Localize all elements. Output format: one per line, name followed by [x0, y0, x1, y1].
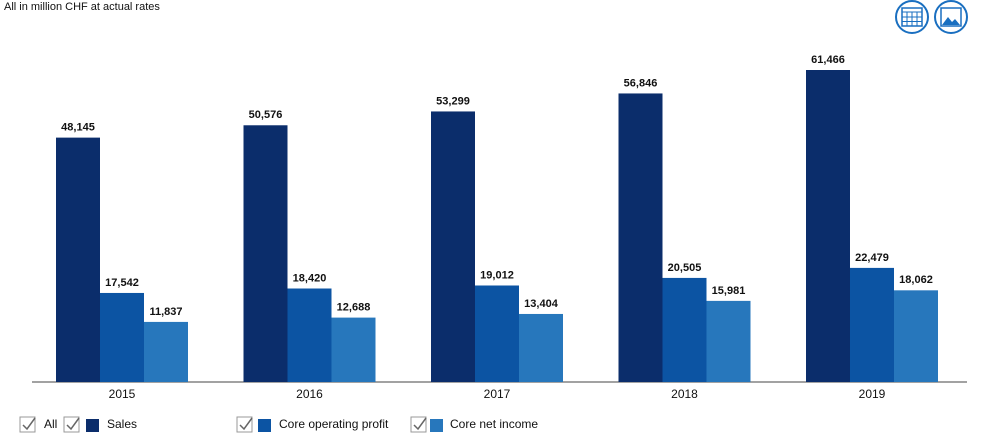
- legend-checkbox[interactable]: [19, 416, 36, 433]
- x-tick-label: 2019: [859, 387, 886, 401]
- bar: [475, 285, 519, 382]
- checkmark: [66, 417, 80, 431]
- image-icon-circle[interactable]: [934, 0, 968, 34]
- bar: [850, 267, 894, 382]
- legend-label[interactable]: Sales: [107, 417, 137, 431]
- data-label: 19,012: [480, 269, 514, 281]
- bar: [331, 317, 376, 382]
- legend-label[interactable]: Core operating profit: [279, 417, 389, 431]
- checkmark: [239, 417, 253, 431]
- data-label: 50,576: [249, 109, 283, 121]
- bar: [706, 300, 751, 382]
- checkmark: [413, 417, 427, 431]
- bar: [618, 93, 663, 382]
- data-label: 22,479: [855, 252, 889, 264]
- x-tick-label: 2018: [671, 387, 698, 401]
- checkmark: [22, 417, 36, 431]
- legend-checkbox[interactable]: [63, 416, 80, 433]
- table-icon-grid: [902, 11, 922, 26]
- bar: [56, 137, 100, 382]
- bar: [431, 111, 475, 382]
- data-label: 61,466: [811, 54, 845, 66]
- data-label: 15,981: [712, 285, 746, 297]
- image-icon[interactable]: [940, 7, 962, 27]
- legend-label[interactable]: Core net income: [450, 417, 538, 431]
- x-tick-label: 2016: [296, 387, 323, 401]
- legend-checkbox[interactable]: [236, 416, 253, 433]
- legend-checkbox[interactable]: [410, 416, 427, 433]
- bar: [519, 313, 563, 382]
- image-export-button[interactable]: [934, 0, 968, 34]
- data-label: 18,420: [293, 272, 327, 284]
- data-label: 18,062: [899, 274, 933, 286]
- bar: [144, 321, 188, 382]
- data-label: 20,505: [668, 262, 702, 274]
- table-view-button[interactable]: [895, 0, 929, 34]
- data-label: 12,688: [337, 302, 371, 314]
- bar: [100, 292, 144, 382]
- x-tick-label: 2017: [484, 387, 511, 401]
- bar: [287, 288, 332, 382]
- data-label: 17,542: [105, 277, 139, 289]
- bar: [806, 70, 850, 382]
- data-label: 56,846: [624, 77, 658, 89]
- bar: [243, 125, 288, 382]
- data-label: 13,404: [524, 298, 559, 310]
- bar: [894, 290, 938, 382]
- x-tick-label: 2015: [109, 387, 136, 401]
- bar: [662, 277, 707, 382]
- data-label: 48,145: [61, 122, 95, 134]
- legend-swatch: [258, 419, 271, 432]
- data-label: 11,837: [149, 306, 182, 318]
- chart-subtitle: All in million CHF at actual rates: [4, 1, 160, 13]
- data-label: 53,299: [436, 95, 470, 107]
- legend-all-label[interactable]: All: [44, 417, 57, 431]
- image-icon-mountain: [942, 17, 960, 25]
- legend-swatch: [430, 419, 443, 432]
- legend-swatch: [86, 419, 99, 432]
